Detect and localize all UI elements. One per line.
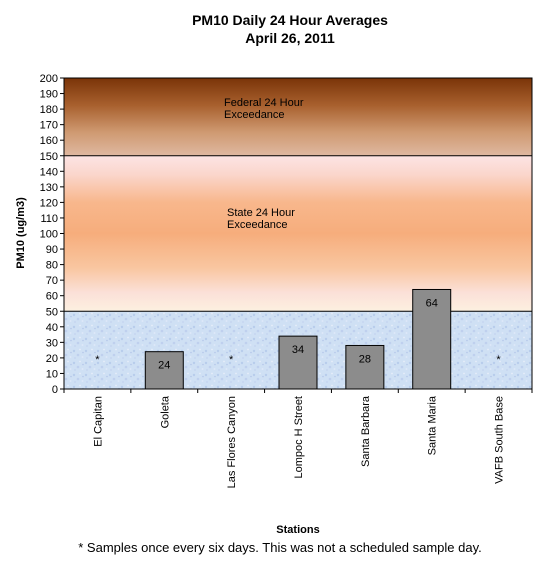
x-category-label: Santa Barbara [360, 395, 372, 467]
federal-exceedance-zone [64, 78, 532, 156]
chart-title: PM10 Daily 24 Hour Averages [192, 12, 388, 28]
bars [144, 288, 452, 390]
y-tick-label: 120 [40, 197, 58, 209]
bar-value-label: 64 [426, 297, 438, 309]
x-category-label: Santa Maria [427, 395, 439, 455]
y-tick-label: 70 [46, 275, 58, 287]
footnote: * Samples once every six days. This was … [78, 540, 481, 555]
y-tick-label: 200 [40, 73, 58, 85]
y-tick-label: 30 [46, 337, 58, 349]
bar-value-label: 28 [359, 353, 371, 365]
x-axis-ticks: El Capitan Goleta Las Flores Canyon Lompoc … [63, 389, 533, 488]
bar [412, 288, 452, 390]
x-category-label: VAFB South Base [494, 396, 506, 484]
y-tick-label: 180 [40, 104, 58, 116]
state-zone-label: State 24 Hour [227, 207, 295, 219]
y-axis-title: PM10 (ug/m3) [15, 197, 27, 269]
no-sample-marker: * [95, 354, 100, 366]
threshold-lines [64, 155, 532, 312]
federal-zone-label: Federal 24 Hour [224, 97, 304, 109]
no-sample-marker: * [229, 354, 234, 366]
y-tick-label: 150 [40, 151, 58, 163]
x-category-label: Las Flores Canyon [226, 396, 238, 488]
y-tick-label: 170 [40, 120, 58, 132]
y-tick-label: 40 [46, 322, 58, 334]
y-axis-ticks: 0 10 20 30 40 50 60 70 80 90 100 110 120 130 140 150 160… [40, 73, 64, 396]
no-sample-marker: * [496, 354, 501, 366]
bar-value-label: 34 [292, 344, 304, 356]
x-category-label: Goleta [159, 395, 171, 428]
bar [345, 344, 385, 390]
chart-subtitle: April 26, 2011 [245, 30, 335, 46]
y-tick-label: 0 [52, 384, 58, 396]
y-tick-label: 130 [40, 182, 58, 194]
x-axis-title: Stations [276, 524, 319, 536]
y-tick-label: 10 [46, 368, 58, 380]
x-category-label: El Capitan [92, 396, 104, 447]
state-zone-label: Exceedance [227, 219, 288, 231]
y-tick-label: 90 [46, 244, 58, 256]
federal-zone-label: Exceedance [224, 109, 285, 121]
y-tick-label: 190 [40, 89, 58, 101]
y-tick-label: 80 [46, 260, 58, 272]
bar [278, 335, 318, 390]
y-tick-label: 140 [40, 166, 58, 178]
state-exceedance-zone [64, 155, 532, 312]
y-tick-label: 20 [46, 353, 58, 365]
y-tick-label: 160 [40, 135, 58, 147]
bar-value-label: 24 [158, 360, 170, 372]
bar [144, 351, 184, 390]
bar-labels: * 24 * 34 28 64 * [95, 297, 501, 371]
x-category-label: Lompoc H Street [293, 396, 305, 479]
y-tick-label: 50 [46, 306, 58, 318]
threshold-zones [64, 78, 532, 389]
y-tick-label: 60 [46, 291, 58, 303]
y-tick-label: 110 [40, 213, 58, 225]
y-tick-label: 100 [40, 229, 58, 241]
